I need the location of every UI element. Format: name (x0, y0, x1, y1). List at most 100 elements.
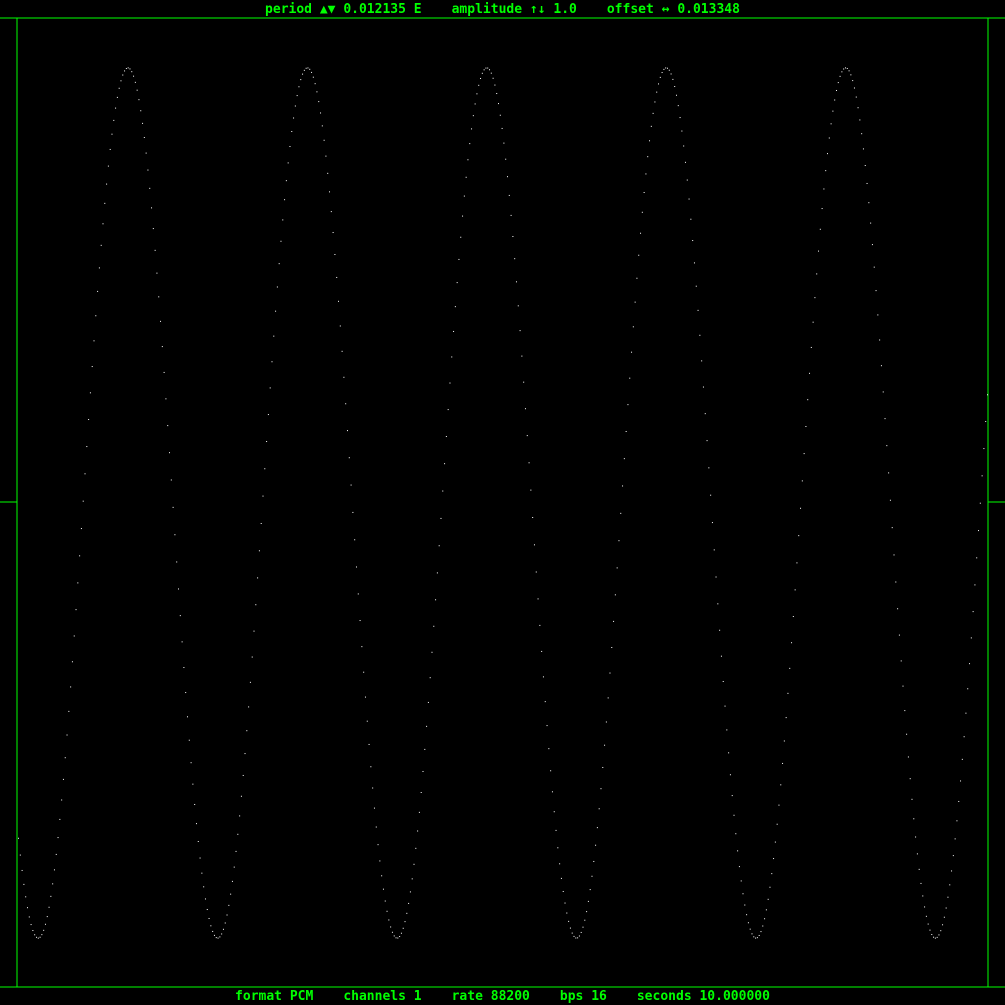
sample-point (361, 646, 363, 648)
sample-point (203, 886, 205, 888)
sample-point (591, 875, 593, 877)
sample-point (791, 642, 793, 644)
sample-point (535, 571, 537, 573)
sample-point (524, 408, 526, 410)
sample-point (711, 522, 713, 524)
sample-point (523, 381, 525, 383)
sample-point (305, 67, 307, 69)
sample-point (445, 436, 447, 438)
sample-point (471, 128, 473, 130)
sample-point (163, 371, 165, 373)
sample-point (467, 159, 469, 161)
rate-label: rate (451, 988, 483, 1004)
sample-point (338, 300, 339, 302)
sample-point (593, 860, 595, 862)
sample-point (95, 315, 97, 317)
sample-point (798, 535, 800, 537)
sample-point (776, 823, 778, 825)
sample-point (658, 83, 660, 85)
sample-point (71, 661, 73, 663)
amplitude-control[interactable]: amplitude ↑↓ 1.0 (452, 2, 577, 17)
sample-point (433, 625, 435, 627)
sample-point (503, 142, 505, 144)
sample-point (44, 923, 46, 925)
sample-point (298, 86, 300, 88)
sample-point (348, 457, 350, 459)
sample-point (152, 228, 154, 230)
sample-point (118, 87, 120, 89)
sample-point (559, 863, 561, 865)
sample-point (481, 72, 483, 74)
sample-point (546, 725, 548, 727)
sample-point (501, 127, 503, 129)
sample-point (762, 925, 764, 927)
sample-point (32, 930, 34, 932)
sample-point (438, 545, 440, 547)
sample-point (201, 872, 203, 874)
sample-point (170, 479, 172, 481)
sample-point (140, 110, 142, 112)
sample-point (23, 883, 25, 885)
sample-point (293, 117, 295, 119)
sample-point (710, 494, 712, 496)
sample-point (366, 720, 368, 722)
sample-point (976, 557, 978, 559)
sample-point (388, 919, 390, 921)
sample-point (670, 73, 672, 75)
sample-point (744, 904, 746, 906)
sample-point (656, 91, 658, 93)
sample-point (307, 67, 309, 69)
sample-point (528, 462, 530, 464)
sample-point (492, 77, 494, 79)
sample-point (325, 155, 327, 157)
sample-point (541, 650, 543, 652)
sample-point (156, 272, 158, 274)
offset-control[interactable]: offset ↔ 0.013348 (607, 2, 740, 17)
sample-point (846, 67, 848, 69)
sample-point (825, 170, 827, 172)
sample-point (262, 495, 264, 497)
sample-point (498, 103, 500, 105)
sample-point (688, 198, 690, 200)
sample-point (499, 114, 501, 116)
sample-point (683, 145, 685, 147)
sample-point (972, 611, 974, 613)
sample-point (39, 936, 41, 938)
sample-point (924, 906, 926, 908)
sample-point (235, 850, 237, 852)
sample-point (129, 68, 131, 70)
sample-point (667, 67, 668, 69)
sample-point (115, 107, 117, 109)
sample-point (539, 624, 541, 626)
sample-point (404, 921, 406, 923)
sample-point (192, 783, 194, 785)
sample-point (719, 629, 721, 631)
sample-point (116, 96, 118, 98)
sample-point (240, 795, 242, 797)
sample-point (895, 581, 897, 583)
sample-point (954, 838, 956, 840)
sample-point (480, 77, 482, 79)
sample-point (345, 403, 347, 405)
sample-point (311, 71, 313, 73)
sample-point (397, 937, 399, 939)
sample-point (169, 452, 171, 454)
sample-point (942, 924, 944, 926)
sample-point (789, 667, 791, 669)
sample-point (30, 924, 32, 926)
sample-point (212, 930, 214, 932)
sample-point (783, 740, 785, 742)
sample-point (100, 244, 102, 246)
period-control[interactable]: period ▲▼ 0.012135 E (265, 2, 422, 17)
sample-point (456, 282, 458, 284)
sample-point (868, 202, 870, 204)
sample-point (52, 883, 54, 885)
sample-point (582, 926, 584, 928)
sample-point (715, 576, 717, 578)
sample-point (702, 386, 704, 388)
sample-point (418, 811, 420, 813)
sample-point (278, 263, 280, 265)
sample-point (271, 361, 273, 363)
sample-point (230, 893, 232, 895)
sample-point (186, 716, 188, 718)
